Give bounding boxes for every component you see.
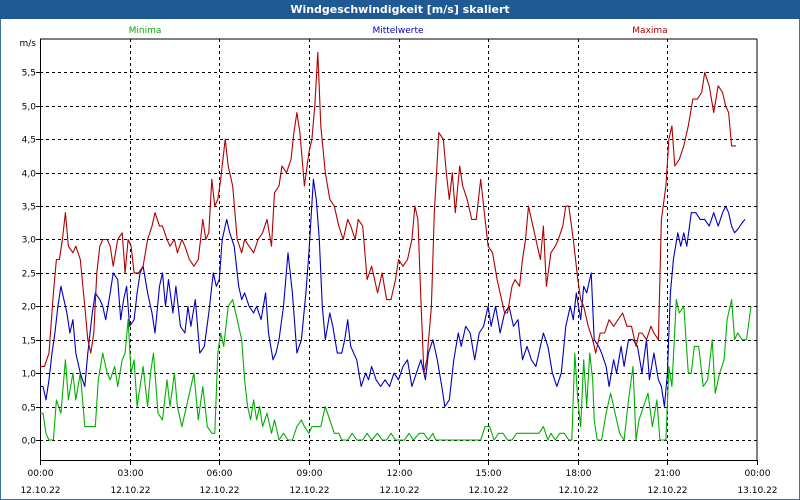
data-series	[40, 51, 752, 441]
y-tick-label: 2,5	[22, 270, 36, 280]
y-tick-label: 1,0	[22, 370, 37, 380]
x-tick-date: 12.10.22	[110, 486, 150, 496]
line-chart: Minima Mittelwerte Maxima 0,0 0,5 1,0 1,5 2,0 2…	[20, 26, 778, 496]
x-tick-time: 00:00	[745, 469, 771, 479]
legend-item-minima: Minima	[129, 26, 162, 36]
x-tick-date: 12.10.22	[558, 486, 598, 496]
title-bar: Windgeschwindigkeit [m/s] skaliert	[0, 0, 800, 19]
grid-lines	[40, 39, 757, 460]
x-tick-date: 12.10.22	[289, 486, 329, 496]
chart-title: Windgeschwindigkeit [m/s] skaliert	[290, 3, 510, 16]
x-tick-date: 12.10.22	[647, 486, 687, 496]
legend: Minima Mittelwerte Maxima	[129, 26, 668, 36]
axes: 0,0 0,5 1,0 1,5 2,0 2,5 3,0 3,5 4,0 4,5 5,0 5,5 m/s 0…	[20, 38, 778, 496]
y-axis-unit: m/s	[20, 39, 37, 49]
y-tick-label: 3,0	[22, 236, 37, 246]
x-tick-time: 15:00	[476, 469, 502, 479]
legend-item-mittelwerte: Mittelwerte	[372, 26, 423, 36]
x-tick-time: 21:00	[655, 469, 681, 479]
y-tick-label: 0,5	[22, 404, 36, 414]
x-tick-time: 06:00	[207, 469, 233, 479]
x-tick-date: 13.10.22	[737, 486, 777, 496]
series-line-maxima	[40, 51, 737, 374]
y-tick-label: 3,5	[22, 203, 36, 213]
x-tick-date: 12.10.22	[199, 486, 239, 496]
x-tick-time: 03:00	[118, 469, 144, 479]
x-tick-time: 00:00	[28, 469, 54, 479]
y-tick-label: 5,0	[22, 103, 37, 113]
x-tick-time: 09:00	[297, 469, 323, 479]
y-tick-label: 2,0	[22, 303, 37, 313]
x-tick-date: 12.10.22	[379, 486, 419, 496]
y-tick-label: 4,5	[22, 136, 36, 146]
x-tick-time: 12:00	[387, 469, 413, 479]
x-tick-date: 12.10.22	[468, 486, 508, 496]
y-tick-label: 5,5	[22, 69, 36, 79]
y-tick-label: 1,5	[22, 337, 36, 347]
legend-item-maxima: Maxima	[632, 26, 667, 36]
y-tick-label: 0,0	[22, 437, 37, 447]
x-tick-date: 12.10.22	[20, 486, 60, 496]
series-line-minima	[40, 299, 752, 441]
y-tick-label: 4,0	[22, 170, 37, 180]
x-tick-time: 18:00	[566, 469, 592, 479]
